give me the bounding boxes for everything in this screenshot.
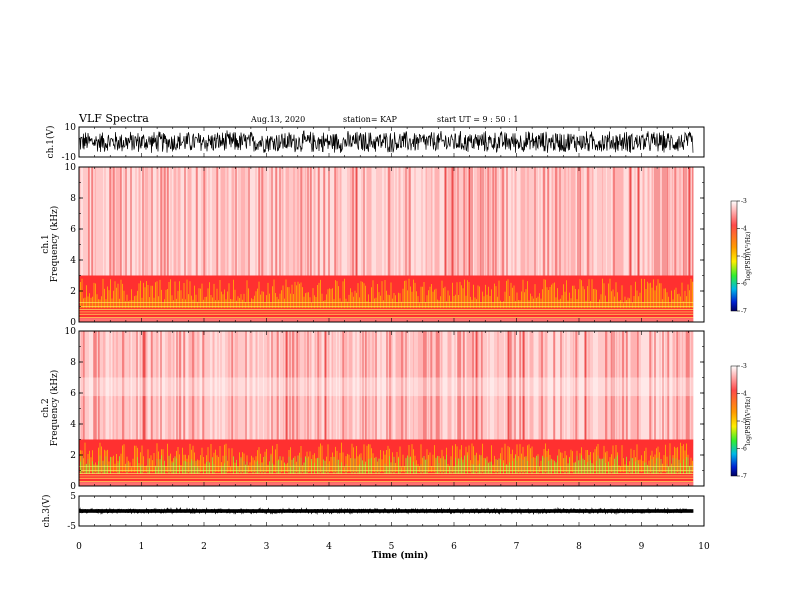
y-tick-label: 0 xyxy=(70,318,76,328)
waveform-trace-0 xyxy=(79,130,694,153)
ch1-spectrogram-panel: 0 2 4 6 8 10 xyxy=(65,163,705,328)
x-tick-label: 1 xyxy=(139,542,145,552)
station-label: station= KAP xyxy=(343,115,398,124)
y-tick-label: -5 xyxy=(67,522,76,532)
start-time-label: start UT = 9 : 50 : 1 xyxy=(437,115,518,124)
ch1-spectrogram-ylabel-line2: Frequency (kHz) xyxy=(49,206,60,283)
y-tick-label: 4 xyxy=(70,420,76,430)
ch2-spectrogram-ylabel-line2: Frequency (kHz) xyxy=(49,370,60,447)
x-tick-label: 4 xyxy=(326,542,332,552)
y-tick-label: 2 xyxy=(70,451,76,461)
colorbar-tick-label: -7 xyxy=(741,308,747,315)
x-tick-label: 8 xyxy=(576,542,582,552)
ch1-colorbar-label: log(PSD)(V²/Hz) xyxy=(745,232,752,281)
date-label: Aug.13, 2020 xyxy=(250,115,305,124)
ch2-colorbar: -3 -4 -5 -6 -7 log(PSD)(V²/Hz) xyxy=(730,363,752,480)
colorbar-tick-label: -5 xyxy=(741,253,747,260)
x-tick-label: 3 xyxy=(264,542,270,552)
ch2-spectrogram-ylabel-line1: ch.2 xyxy=(41,398,51,417)
ch3-waveform-panel: 5 -5 xyxy=(67,492,705,532)
colorbar-tick-label: -7 xyxy=(741,473,747,480)
spectrogram-image-1 xyxy=(79,167,704,322)
colorbar-tick-label: -4 xyxy=(741,226,747,233)
y-tick-label: 10 xyxy=(65,163,77,173)
colorbar-tick-label: -5 xyxy=(741,418,747,425)
ch1-colorbar: -3 -4 -5 -6 -7 log(PSD)(V²/Hz) xyxy=(730,198,752,315)
x-tick-label: 5 xyxy=(389,542,395,552)
y-tick-label: -10 xyxy=(62,153,77,163)
ch1-colorbar-gradient xyxy=(730,200,738,312)
x-tick-label: 0 xyxy=(76,542,82,552)
time-axis-label: Time (min) xyxy=(372,550,429,561)
ch2-colorbar-gradient xyxy=(730,365,738,477)
y-tick-label: 2 xyxy=(70,287,76,297)
x-tick-label: 10 xyxy=(698,542,710,552)
ch1-waveform-panel: 10 -10 xyxy=(62,123,705,163)
spectrogram-image-2 xyxy=(79,331,704,486)
waveform-trace-3 xyxy=(79,506,694,516)
ch2-spectrogram-panel: 0 2 4 6 8 10 xyxy=(65,327,705,492)
y-tick-label: 10 xyxy=(65,123,77,133)
ch2-colorbar-label: log(PSD)(V²/Hz) xyxy=(745,397,752,446)
x-tick-label: 6 xyxy=(451,542,457,552)
y-tick-label: 4 xyxy=(70,256,76,266)
y-tick-label: 8 xyxy=(70,358,76,368)
x-tick-label: 9 xyxy=(639,542,645,552)
y-tick-label: 6 xyxy=(70,389,76,399)
colorbar-tick-label: -4 xyxy=(741,391,747,398)
time-axis: 0 1 2 3 4 5 6 7 8 9 10 xyxy=(76,542,710,552)
ch1-waveform-ylabel: ch.1(V) xyxy=(45,126,56,159)
colorbar-tick-label: -6 xyxy=(741,446,747,453)
figure-title: VLF Spectra xyxy=(78,112,149,125)
colorbar-tick-label: -3 xyxy=(741,198,747,205)
x-tick-label: 2 xyxy=(201,542,207,552)
colorbar-tick-label: -6 xyxy=(741,281,747,288)
y-tick-label: 8 xyxy=(70,194,76,204)
ch1-spectrogram-ylabel-line1: ch.1 xyxy=(41,234,51,253)
y-tick-label: 5 xyxy=(70,492,76,502)
x-tick-label: 7 xyxy=(514,542,520,552)
colorbar-tick-label: -3 xyxy=(741,363,747,370)
y-tick-label: 0 xyxy=(70,482,76,492)
y-tick-label: 10 xyxy=(65,327,77,337)
ch3-waveform-ylabel: ch.3(V) xyxy=(41,495,52,528)
y-tick-label: 6 xyxy=(70,225,76,235)
